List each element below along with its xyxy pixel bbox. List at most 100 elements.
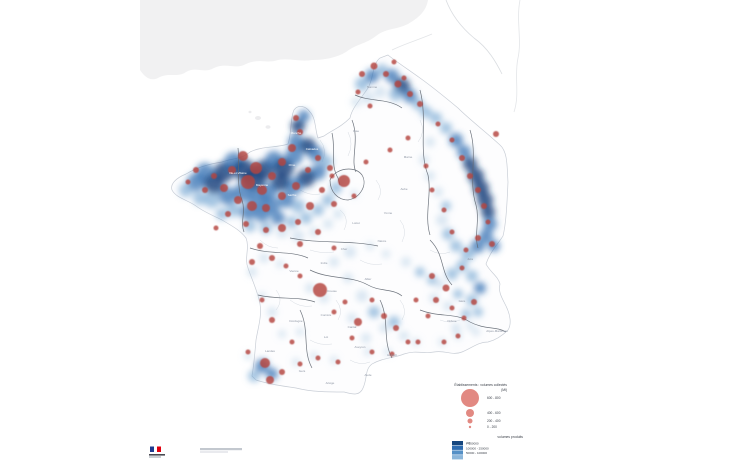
establishment-marker — [278, 192, 286, 200]
establishment-marker — [389, 351, 395, 357]
density-blob — [473, 307, 483, 317]
establishment-marker — [391, 59, 397, 65]
department-label: Manche — [291, 131, 302, 135]
department-label: Indre — [321, 261, 328, 265]
legend-establishments-unit: (Ml) — [501, 388, 507, 392]
establishment-marker — [297, 129, 303, 135]
department-label: Jura — [467, 257, 473, 261]
establishment-marker — [225, 211, 231, 217]
establishment-marker — [413, 297, 419, 303]
legend-volume-swatch — [452, 445, 463, 450]
department-label: Oise — [353, 129, 360, 133]
department-label: Lot — [324, 335, 328, 339]
density-blob — [193, 191, 207, 205]
establishment-marker — [319, 187, 325, 193]
density-blob — [389, 87, 403, 101]
density-blob — [466, 270, 478, 282]
flag-white — [154, 446, 157, 452]
density-blob — [247, 267, 257, 277]
density-blob — [433, 187, 443, 197]
establishment-marker — [381, 313, 387, 319]
department-label: Sarthe — [288, 193, 297, 197]
legend-volume-swatch — [452, 441, 463, 446]
density-blob — [259, 253, 269, 263]
establishment-marker — [241, 175, 255, 189]
density-blob — [471, 239, 485, 253]
establishment-marker — [415, 339, 421, 345]
blue-density-layer — [179, 64, 500, 382]
legend-circle — [466, 409, 474, 417]
density-blob — [368, 306, 380, 318]
establishment-marker — [463, 247, 469, 253]
establishment-marker — [369, 349, 375, 355]
department-label: Orne — [289, 163, 296, 167]
establishment-marker — [315, 355, 321, 361]
establishment-marker — [297, 273, 303, 279]
density-blob — [267, 307, 277, 317]
establishment-marker — [329, 173, 335, 179]
density-blob — [399, 331, 409, 341]
density-blob — [479, 229, 493, 243]
department-label: Landes — [265, 349, 275, 353]
density-blob — [374, 86, 386, 98]
establishment-marker — [262, 204, 270, 212]
department-label: Ille-et-Vilaine — [229, 171, 247, 175]
logo-caption-bar-2 — [149, 456, 161, 458]
belgium-border-line — [445, 0, 503, 75]
density-blob — [204, 192, 220, 208]
establishment-marker — [471, 299, 477, 305]
legend-volumes-unit: (hl) — [466, 441, 470, 445]
region-boundaries — [237, 89, 507, 369]
establishment-marker — [394, 80, 402, 88]
department-label: Yonne — [384, 211, 393, 215]
establishment-marker — [467, 173, 473, 179]
density-blob — [216, 208, 228, 220]
department-label: Cher — [341, 247, 348, 251]
establishment-marker — [407, 91, 413, 97]
establishment-marker — [401, 75, 407, 81]
department-label: Calvados — [306, 147, 319, 151]
establishment-marker — [351, 193, 357, 199]
department-label: Marne — [404, 155, 413, 159]
density-blob — [285, 147, 303, 165]
department-label: Aude — [364, 373, 371, 377]
establishment-marker — [459, 155, 465, 161]
establishment-marker — [335, 359, 341, 365]
establishment-marker — [455, 333, 461, 339]
department-label: Aveyron — [355, 345, 366, 349]
legend-establishments-title: Établissements : volumes collectés — [454, 382, 507, 387]
establishment-marker — [331, 201, 337, 207]
density-blob — [472, 328, 480, 336]
belgian-coast-line — [391, 33, 433, 51]
channel-islands — [248, 110, 271, 129]
density-blob — [388, 316, 400, 328]
legend-circle-classes: 600 - 800 400 - 600 200 - 400 0 - 200 — [461, 389, 501, 429]
legend-circle — [467, 418, 473, 424]
establishment-marker — [475, 235, 481, 241]
density-blob — [351, 97, 361, 107]
department-label: Dordogne — [289, 319, 303, 323]
establishment-marker — [220, 184, 228, 192]
establishment-marker — [363, 159, 369, 165]
establishment-marker — [249, 259, 255, 265]
density-blob — [305, 283, 315, 293]
establishment-marker — [305, 167, 311, 173]
department-boundaries — [259, 119, 461, 364]
department-label: Isère — [459, 299, 466, 303]
density-blob — [298, 110, 310, 122]
establishment-marker — [185, 179, 191, 185]
density-blob — [483, 217, 497, 231]
legend-volumes-title: volumes produits — [497, 435, 523, 439]
establishment-marker — [278, 224, 286, 232]
establishment-marker — [297, 241, 303, 247]
density-blob — [451, 323, 461, 333]
england-shape — [140, 0, 428, 80]
density-blob — [278, 330, 286, 338]
establishment-marker — [297, 361, 303, 367]
establishment-marker — [247, 201, 257, 211]
density-blob — [343, 273, 353, 283]
flag-blue — [150, 446, 154, 452]
establishment-marker — [289, 339, 295, 345]
